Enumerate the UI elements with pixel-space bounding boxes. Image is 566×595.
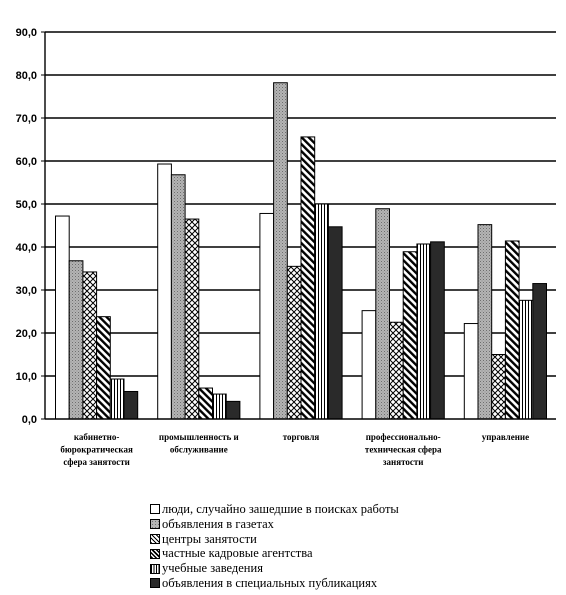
- legend-swatch: [150, 504, 160, 515]
- y-tick-label: 70,0: [16, 113, 37, 125]
- bar: [273, 82, 288, 420]
- legend-swatch: [150, 533, 160, 544]
- bar: [518, 299, 534, 420]
- bar: [375, 208, 390, 420]
- legend: люди, случайно зашедшие в поисках работы…: [150, 502, 560, 591]
- legend-label: люди, случайно зашедшие в поисках работы: [162, 501, 399, 516]
- legend-swatch: [150, 548, 160, 559]
- legend-swatch: [150, 563, 160, 574]
- legend-item: частные кадровые агентства: [150, 546, 560, 561]
- bar: [157, 163, 172, 420]
- x-category-label: кабинетно-бюрократическая сфера занятости: [60, 432, 133, 467]
- bar: [225, 400, 241, 420]
- x-category-label: торговля: [283, 432, 320, 442]
- legend-label: объявления в специальных публикациях: [162, 575, 378, 590]
- bar: [477, 224, 493, 420]
- bar: [82, 271, 98, 420]
- y-tick-label: 80,0: [16, 70, 37, 82]
- bar: [430, 241, 445, 420]
- legend-label: объявления в газетах: [162, 516, 274, 531]
- bar: [532, 283, 547, 420]
- bar: [327, 226, 343, 420]
- bar: [96, 316, 111, 420]
- y-tick-label: 30,0: [16, 285, 37, 297]
- x-category-label: профессионально-техническая сфера занятос…: [365, 432, 442, 467]
- bar-chart: 0,010,020,030,040,050,060,070,080,090,0 …: [16, 27, 556, 467]
- legend-item: объявления в газетах: [150, 517, 560, 532]
- legend-item: люди, случайно зашедшие в поисках работы: [150, 502, 560, 517]
- legend-label: центры занятости: [162, 531, 257, 546]
- legend-item: центры занятости: [150, 532, 560, 547]
- bar: [184, 218, 200, 420]
- legend-label: частные кадровые агентства: [162, 546, 313, 561]
- bar: [463, 323, 479, 420]
- bar: [109, 378, 125, 420]
- legend-item: учебные заведения: [150, 561, 560, 576]
- bar: [259, 212, 275, 420]
- bar: [389, 321, 404, 420]
- y-tick-label: 10,0: [16, 371, 37, 383]
- legend-swatch: [150, 519, 160, 530]
- bar: [212, 393, 227, 420]
- bar: [123, 390, 139, 420]
- bar: [402, 251, 418, 420]
- bar: [286, 265, 302, 420]
- x-category-labels: кабинетно-бюрократическая сфера занятости…: [60, 432, 529, 467]
- x-category-label: управление: [482, 432, 529, 442]
- axes: [44, 32, 556, 420]
- y-tick-label: 40,0: [16, 242, 37, 254]
- y-tick-labels: 0,0 10,0 20,0 30,0 40,0 50,0 60,0 70,0 80,0 90,0: [16, 27, 37, 426]
- x-category-label: промышленность и обслуживание: [159, 432, 239, 455]
- y-tick-label: 20,0: [16, 328, 37, 340]
- bar: [300, 136, 316, 420]
- legend-item: объявления в специальных публикациях: [150, 576, 560, 591]
- legend-swatch: [150, 578, 160, 589]
- legend-label: учебные заведения: [162, 561, 263, 576]
- bar: [170, 174, 186, 420]
- bar: [491, 354, 506, 420]
- bar: [416, 243, 432, 420]
- y-tick-label: 0,0: [22, 414, 37, 426]
- y-tick-label: 60,0: [16, 156, 37, 168]
- bars: [55, 82, 547, 420]
- bar: [504, 240, 520, 420]
- y-tick-label: 50,0: [16, 199, 37, 211]
- bar: [68, 260, 84, 420]
- bar: [314, 203, 329, 420]
- bar: [198, 387, 214, 420]
- bar: [361, 310, 377, 420]
- bar: [55, 215, 70, 420]
- y-tick-label: 90,0: [16, 27, 37, 39]
